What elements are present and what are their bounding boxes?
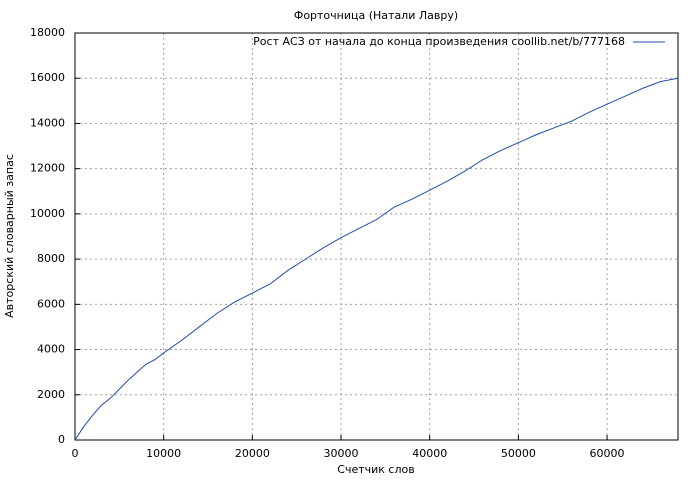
x-tick-label: 0 [72,447,79,460]
y-axis-label: Авторский словарный запас [3,154,16,318]
x-tick-label: 20000 [235,447,270,460]
x-tick-label: 50000 [501,447,536,460]
plot-frame [74,32,679,441]
y-tick-label: 6000 [37,297,65,310]
y-tick-label: 4000 [37,343,65,356]
x-tick-label: 30000 [324,447,359,460]
legend-label: Рост АСЗ от начала до конца произведения… [253,35,625,48]
y-tick-label: 8000 [37,252,65,265]
y-tick-label: 10000 [30,207,65,220]
y-tick-label: 16000 [30,71,65,84]
y-tick-label: 14000 [30,116,65,129]
y-tick-label: 12000 [30,162,65,175]
x-axis-label: Счетчик слов [337,463,414,476]
y-tick-label: 0 [58,433,65,446]
y-tick-label: 2000 [37,388,65,401]
x-tick-label: 10000 [146,447,181,460]
data-line [74,77,679,441]
x-tick-label: 60000 [590,447,625,460]
y-tick-label: 18000 [30,26,65,39]
x-tick-label: 40000 [412,447,447,460]
chart-title: Форточница (Натали Лавру) [294,9,458,22]
